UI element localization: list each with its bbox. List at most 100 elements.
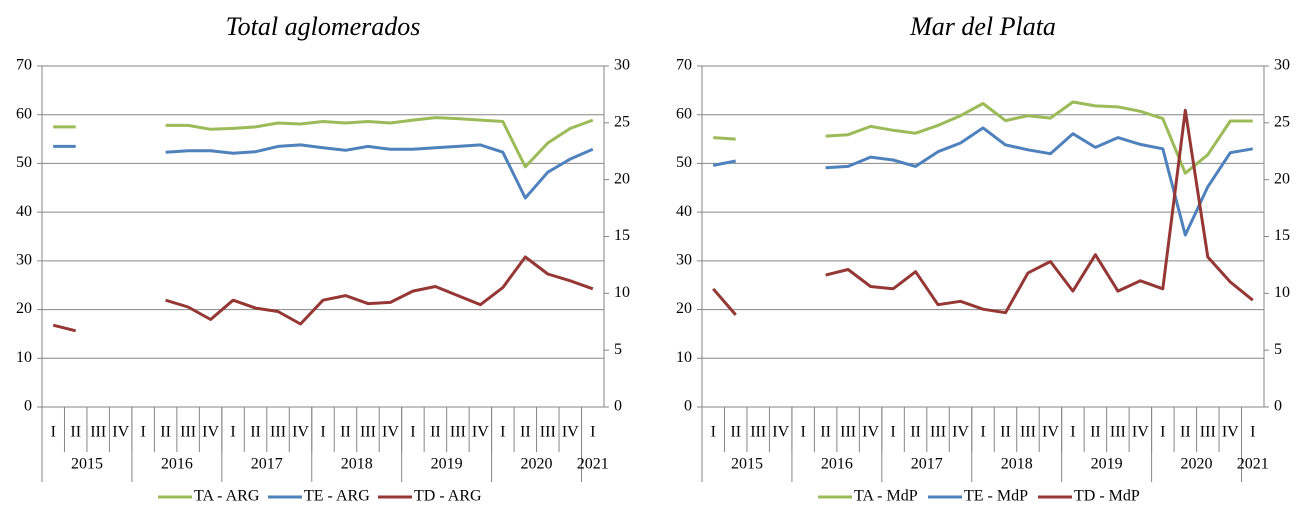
y2-tick-label: 30: [614, 57, 630, 74]
x-tick-label: I: [1070, 424, 1075, 441]
y-tick-label: 20: [16, 300, 32, 317]
y2-tick-label: 30: [1274, 57, 1290, 74]
x-tick-label: I: [140, 424, 145, 441]
group-label: 2018: [341, 456, 373, 473]
y-tick-label: 70: [676, 57, 692, 74]
y2-tick-label: 0: [1274, 398, 1282, 415]
group-label: 2019: [1091, 456, 1123, 473]
x-tick-label: II: [250, 424, 261, 441]
group-label: 2020: [521, 456, 553, 473]
x-tick-label: III: [360, 424, 376, 441]
x-tick-label: I: [1160, 424, 1165, 441]
x-tick-label: II: [1000, 424, 1011, 441]
legend-label: TD - MdP: [1074, 488, 1140, 505]
group-label: 2017: [251, 456, 283, 473]
x-tick-label: I: [410, 424, 415, 441]
series-line: [712, 126, 1254, 237]
y-tick-label: 10: [676, 349, 692, 366]
y2-tick-label: 15: [614, 227, 630, 244]
x-tick-label: II: [1090, 424, 1101, 441]
y2-tick-label: 25: [1274, 114, 1290, 131]
x-tick-label: IV: [952, 424, 969, 441]
y-tick-label: 60: [676, 105, 692, 122]
x-tick-label: IV: [1132, 424, 1149, 441]
x-tick-label: II: [160, 424, 171, 441]
x-tick-label: I: [230, 424, 235, 441]
group-label: 2021: [577, 456, 609, 473]
x-tick-label: II: [730, 424, 741, 441]
x-tick-label: II: [70, 424, 81, 441]
group-label: 2015: [71, 456, 103, 473]
x-tick-label: IV: [202, 424, 219, 441]
chart-title: Mar del Plata: [909, 12, 1056, 41]
y2-tick-label: 25: [614, 114, 630, 131]
series-line: [712, 108, 1254, 316]
y-tick-label: 70: [16, 57, 32, 74]
x-tick-label: I: [980, 424, 985, 441]
chart-title: Total aglomerados: [226, 12, 421, 41]
y-tick-label: 50: [676, 154, 692, 171]
x-tick-label: IV: [472, 424, 489, 441]
x-tick-label: IV: [772, 424, 789, 441]
x-tick-label: II: [910, 424, 921, 441]
x-tick-label: II: [430, 424, 441, 441]
x-tick-label: III: [180, 424, 196, 441]
x-tick-label: IV: [562, 424, 579, 441]
x-tick-label: IV: [1222, 424, 1239, 441]
y2-tick-label: 10: [1274, 284, 1290, 301]
x-tick-label: I: [51, 424, 56, 441]
x-tick-label: IV: [862, 424, 879, 441]
group-label: 2015: [731, 456, 763, 473]
group-label: 2021: [1237, 456, 1269, 473]
group-label: 2020: [1181, 456, 1213, 473]
x-tick-label: I: [800, 424, 805, 441]
group-label: 2019: [431, 456, 463, 473]
y-tick-label: 60: [16, 105, 32, 122]
legend-label: TA - MdP: [854, 488, 918, 505]
series-line: [53, 143, 594, 200]
x-tick-label: I: [320, 424, 325, 441]
legend-label: TA - ARG: [194, 488, 260, 505]
y-tick-label: 40: [16, 203, 32, 220]
x-tick-label: I: [1250, 424, 1255, 441]
y-tick-label: 30: [16, 252, 32, 269]
x-tick-label: II: [520, 424, 531, 441]
y-tick-label: 0: [684, 398, 692, 415]
x-tick-label: III: [1200, 424, 1216, 441]
group-label: 2017: [911, 456, 943, 473]
group-label: 2018: [1001, 456, 1033, 473]
series-line: [53, 116, 594, 169]
y-tick-label: 10: [16, 349, 32, 366]
x-tick-label: I: [500, 424, 505, 441]
x-tick-label: II: [820, 424, 831, 441]
group-label: 2016: [821, 456, 853, 473]
y2-tick-label: 20: [1274, 170, 1290, 187]
x-tick-label: II: [340, 424, 351, 441]
legend-label: TD - ARG: [414, 488, 482, 505]
x-tick-label: III: [930, 424, 946, 441]
y2-tick-label: 20: [614, 170, 630, 187]
x-tick-label: III: [1110, 424, 1126, 441]
legend-label: TE - MdP: [964, 488, 1028, 505]
x-tick-label: III: [540, 424, 556, 441]
x-tick-label: II: [1180, 424, 1191, 441]
legend-label: TE - ARG: [304, 488, 370, 505]
x-tick-label: IV: [292, 424, 309, 441]
group-label: 2016: [161, 456, 193, 473]
y2-tick-label: 5: [1274, 341, 1282, 358]
x-tick-label: III: [270, 424, 286, 441]
x-tick-label: III: [450, 424, 466, 441]
x-tick-label: I: [590, 424, 595, 441]
y-tick-label: 40: [676, 203, 692, 220]
x-tick-label: III: [750, 424, 766, 441]
y2-tick-label: 15: [1274, 227, 1290, 244]
y-tick-label: 0: [24, 398, 32, 415]
x-tick-label: IV: [112, 424, 129, 441]
series-line: [52, 255, 594, 333]
x-tick-label: III: [840, 424, 856, 441]
y-tick-label: 50: [16, 154, 32, 171]
y-tick-label: 20: [676, 300, 692, 317]
y2-tick-label: 5: [614, 341, 622, 358]
